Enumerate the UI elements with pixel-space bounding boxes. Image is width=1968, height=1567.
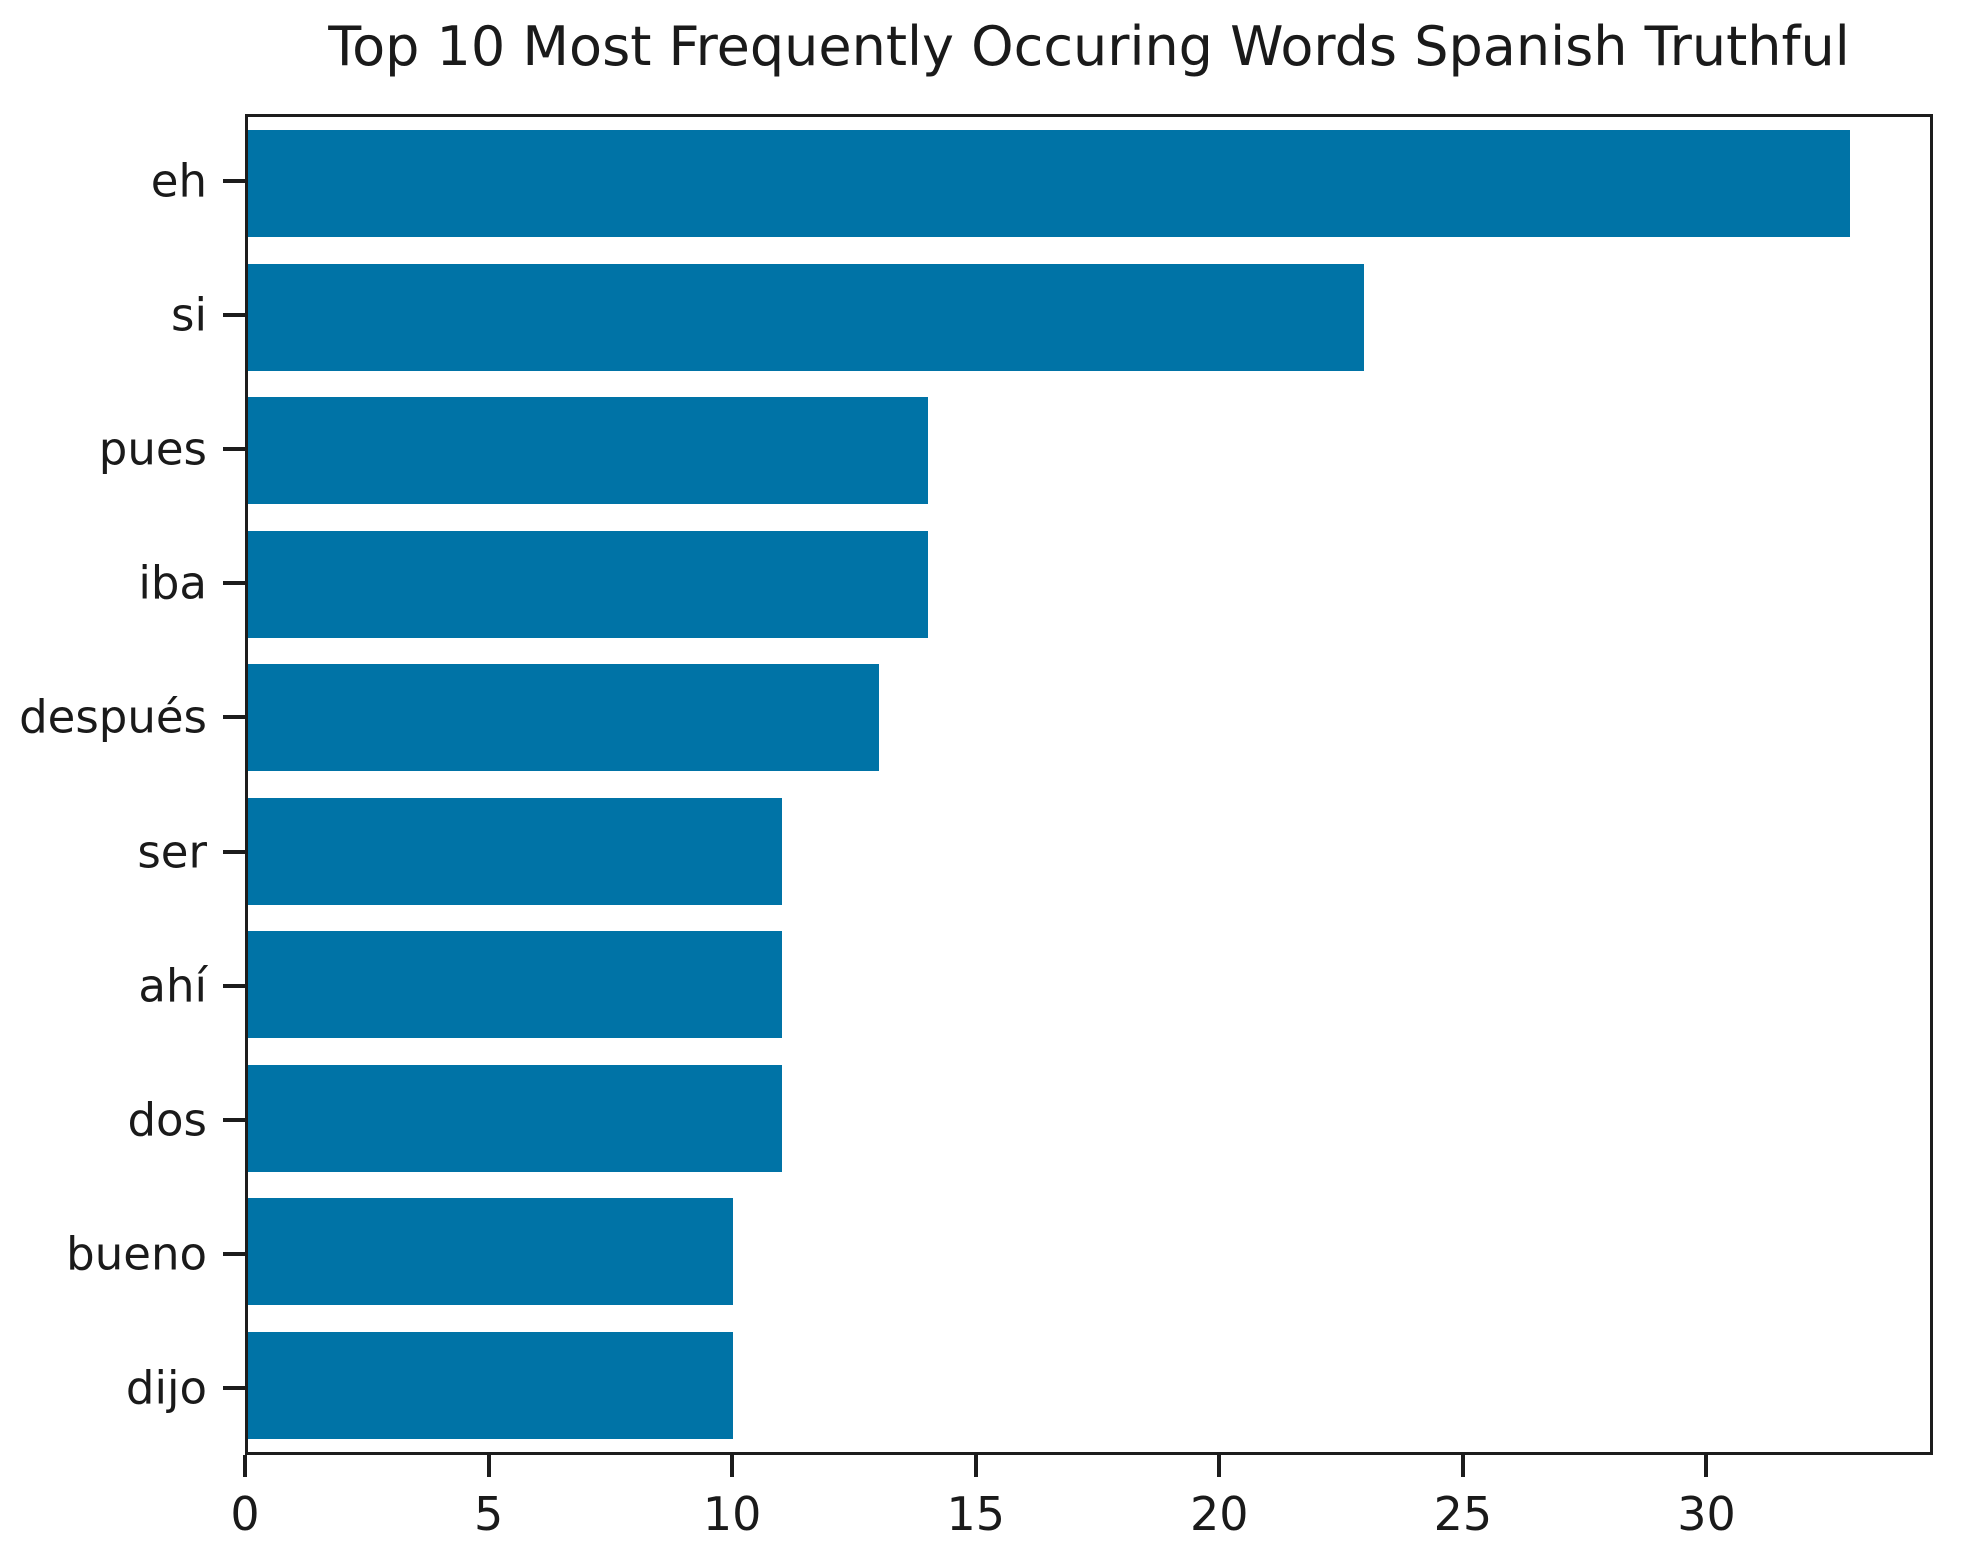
x-tick-label-30: 30 (1677, 1487, 1736, 1541)
x-tick-mark (1217, 1455, 1222, 1477)
bar-iba (248, 530, 928, 638)
y-tick-mark (223, 715, 245, 720)
x-tick-mark (730, 1455, 735, 1477)
x-axis: 0 5 10 15 20 25 30 (230, 1455, 1933, 1567)
bar-ser (248, 797, 782, 905)
y-tick-mark (223, 1385, 245, 1390)
bar-bueno (248, 1198, 734, 1306)
bar-si (248, 263, 1365, 371)
x-tick-label-15: 15 (946, 1487, 1006, 1541)
y-tick-mark (223, 1251, 245, 1256)
y-tick-mark (223, 313, 245, 318)
x-tick-mark (486, 1455, 491, 1477)
bar-ahí (248, 931, 782, 1039)
y-tick-mark (223, 447, 245, 452)
y-tick-label-ser: ser (137, 825, 207, 879)
x-tick-label-10: 10 (702, 1487, 762, 1541)
y-tick-mark (223, 983, 245, 988)
y-tick-label-iba: iba (138, 556, 207, 610)
bar-dos (248, 1064, 782, 1172)
y-tick-label-ahí: ahí (138, 959, 207, 1013)
y-tick-label-después: después (19, 690, 207, 744)
y-tick-label-eh: eh (150, 154, 207, 208)
bar-eh (248, 130, 1850, 238)
x-tick-label-0: 0 (230, 1487, 260, 1541)
y-tick-label-dos: dos (127, 1093, 207, 1147)
y-tick-label-si: si (171, 288, 207, 342)
y-tick-mark (223, 581, 245, 586)
y-tick-label-bueno: bueno (66, 1227, 207, 1281)
x-tick-label-25: 25 (1433, 1487, 1493, 1541)
bar-dijo (248, 1331, 734, 1439)
chart-title: Top 10 Most Frequently Occuring Words Sp… (328, 15, 1850, 78)
plot-area (245, 114, 1933, 1455)
y-tick-mark (223, 179, 245, 184)
x-tick-mark (973, 1455, 978, 1477)
x-tick-mark (1704, 1455, 1709, 1477)
y-tick-label-pues: pues (98, 422, 207, 476)
y-axis: eh si pues iba después ser ahí dos bueno dijo (0, 114, 245, 1455)
x-tick-label-5: 5 (473, 1487, 504, 1541)
x-tick-mark (1460, 1455, 1465, 1477)
y-tick-mark (223, 1117, 245, 1122)
x-tick-label-20: 20 (1190, 1487, 1249, 1541)
y-tick-mark (223, 849, 245, 854)
x-tick-mark (243, 1455, 247, 1477)
bar-pues (248, 397, 928, 505)
y-tick-label-dijo: dijo (125, 1361, 207, 1415)
bar-después (248, 664, 880, 772)
